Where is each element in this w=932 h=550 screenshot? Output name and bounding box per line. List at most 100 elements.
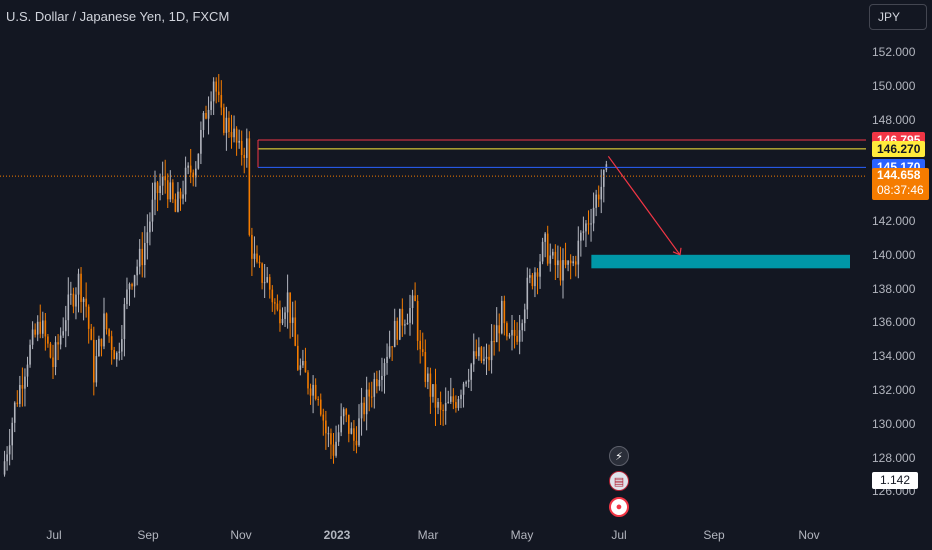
candle-body bbox=[365, 389, 368, 415]
candle-body bbox=[70, 293, 72, 295]
candle-body bbox=[156, 182, 159, 194]
candle-body bbox=[399, 308, 401, 340]
candle-body bbox=[200, 129, 202, 154]
candle-body bbox=[419, 340, 421, 350]
candle-body bbox=[348, 414, 350, 434]
candle-body bbox=[154, 182, 156, 200]
candle-body bbox=[276, 303, 279, 310]
candle-body bbox=[95, 356, 98, 383]
candle-body bbox=[480, 347, 483, 361]
time-tick-label: 2023 bbox=[323, 528, 351, 542]
candle-body bbox=[251, 234, 253, 259]
candle-body bbox=[49, 343, 52, 358]
candle-body bbox=[6, 454, 8, 462]
candle-body bbox=[503, 300, 506, 324]
candle-body bbox=[13, 402, 16, 423]
candle-body bbox=[493, 340, 495, 343]
candle-body bbox=[388, 346, 391, 357]
candle-body bbox=[552, 251, 554, 256]
japan-flag-event-icon[interactable]: ● bbox=[609, 497, 629, 517]
candle-body bbox=[141, 248, 144, 266]
candle-body bbox=[447, 401, 450, 403]
candle-body bbox=[534, 272, 536, 287]
candle-body bbox=[427, 373, 429, 382]
candle-body bbox=[529, 275, 531, 278]
candle-body bbox=[421, 349, 424, 352]
candle-body bbox=[478, 347, 480, 357]
candle-body bbox=[64, 320, 67, 332]
candle-body bbox=[439, 401, 442, 410]
candle-body bbox=[39, 321, 42, 334]
candle-body bbox=[54, 342, 57, 368]
price-tick-label: 132.000 bbox=[872, 383, 916, 397]
candle-body bbox=[595, 194, 597, 208]
candle-body bbox=[511, 329, 513, 336]
time-tick-label: May bbox=[510, 528, 534, 542]
candle-body bbox=[294, 317, 297, 346]
time-tick-label: Nov bbox=[230, 528, 252, 542]
candle-body bbox=[258, 261, 261, 264]
time-tick-label: Nov bbox=[798, 528, 820, 542]
candle-body bbox=[368, 389, 370, 397]
candle-body bbox=[457, 399, 460, 408]
candle-body bbox=[169, 182, 172, 200]
candle-body bbox=[544, 233, 546, 242]
candle-body bbox=[404, 324, 406, 326]
us-flag-event-icon[interactable]: ▤ bbox=[609, 471, 629, 491]
candle-body bbox=[383, 363, 386, 376]
candle-body bbox=[271, 289, 274, 303]
candle-body bbox=[34, 329, 36, 335]
candle-body bbox=[506, 323, 508, 337]
candle-body bbox=[460, 394, 462, 400]
candle-body bbox=[289, 292, 291, 323]
price-tick-label: 142.000 bbox=[872, 214, 916, 228]
candle-body bbox=[437, 401, 439, 408]
candle-body bbox=[240, 140, 243, 156]
candle-body bbox=[197, 153, 200, 169]
candle-body bbox=[261, 263, 263, 283]
candle-body bbox=[174, 199, 177, 212]
candle-body bbox=[118, 351, 121, 353]
candle-body bbox=[455, 402, 457, 408]
candle-body bbox=[557, 260, 559, 266]
candle-body bbox=[442, 409, 444, 411]
candle-body bbox=[205, 113, 207, 119]
candle-body bbox=[299, 365, 302, 370]
candle-body bbox=[342, 409, 345, 417]
time-tick-label: Jul bbox=[46, 528, 62, 542]
candle-body bbox=[488, 356, 490, 361]
candle-body bbox=[327, 433, 330, 435]
candle-body bbox=[462, 383, 465, 395]
projection-arrow-line bbox=[607, 155, 681, 256]
candle-body bbox=[337, 432, 340, 442]
candle-body bbox=[166, 180, 169, 200]
candle-body bbox=[363, 402, 365, 415]
candle-body bbox=[159, 185, 161, 194]
currency-selector[interactable]: JPY bbox=[869, 4, 927, 30]
flash-event-icon[interactable]: ⚡ bbox=[609, 446, 629, 466]
candle-body bbox=[424, 351, 427, 382]
candle-body bbox=[138, 248, 141, 267]
candle-body bbox=[465, 381, 467, 384]
candle-body bbox=[225, 117, 228, 133]
candle-body bbox=[432, 384, 434, 397]
candle-body bbox=[406, 322, 409, 325]
candle-body bbox=[42, 320, 44, 334]
candle-body bbox=[582, 231, 585, 233]
candle-body bbox=[416, 301, 419, 341]
candle-body bbox=[381, 375, 383, 380]
candle-body bbox=[195, 168, 197, 178]
candle-body bbox=[151, 199, 154, 222]
candle-body bbox=[161, 176, 164, 186]
candle-body bbox=[414, 295, 416, 302]
currency-label: JPY bbox=[878, 10, 901, 24]
candle-body bbox=[29, 344, 31, 365]
candle-body bbox=[207, 109, 210, 119]
price-tick-label: 134.000 bbox=[872, 349, 916, 364]
candle-body bbox=[429, 373, 432, 397]
candle-body bbox=[179, 191, 182, 199]
candle-body bbox=[75, 294, 77, 307]
candle-body bbox=[113, 349, 115, 360]
candle-body bbox=[350, 428, 353, 434]
